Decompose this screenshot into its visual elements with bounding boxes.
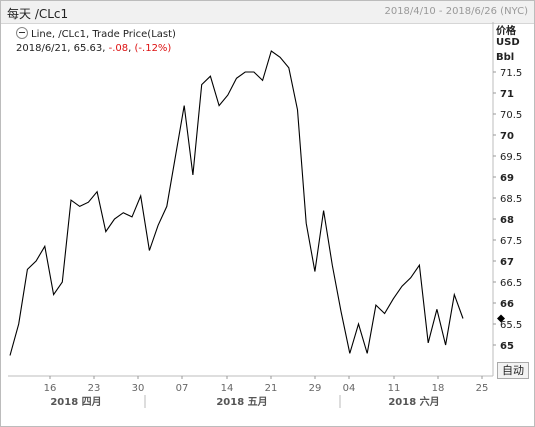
date-range: 2018/4/10 - 2018/6/26 (NYC) [384,6,528,17]
legend-series-label: Line, /CLc1, Trade Price(Last) [31,29,176,40]
y-tick-label: 67 [500,257,514,268]
unit-price: 价格 [496,26,516,37]
y-tick-label: 68 [500,215,514,226]
x-tick-label: 29 [309,383,322,394]
y-tick-label: 68.5 [500,194,522,205]
x-tick-label: 16 [44,383,57,394]
month-label: 2018 四月 [50,396,101,408]
unit-currency: USD [496,37,520,48]
y-tick-label: 71.5 [500,68,522,79]
chart-title: 每天 /CLc1 [7,7,69,21]
y-tick-label: 67.5 [500,236,522,247]
last-value-marker [497,314,505,323]
legend-values: 2018/6/21, 65.63, -.08, (-.12%) [16,43,172,54]
legend-change: -.08 [108,43,129,54]
y-tick-label: 65 [500,341,514,352]
x-tick-label: 30 [132,383,145,394]
x-tick-label: 04 [343,383,356,394]
y-tick-label: 70 [500,131,514,142]
unit-barrel: Bbl [496,52,515,63]
y-tick-label: 66.5 [500,278,522,289]
x-tick-label: 23 [88,383,101,394]
auto-scale-button[interactable]: 自动 [497,362,529,379]
month-label: 2018 六月 [388,395,439,408]
x-tick-label: 07 [176,383,189,394]
x-tick-label: 18 [432,383,445,394]
x-tick-label: 21 [265,383,278,394]
y-tick-label: 66 [500,299,514,310]
y-tick-label: 69.5 [500,152,522,163]
month-label: 2018 五月 [216,396,267,408]
legend: Line, /CLc1, Trade Price(Last) 2018/6/21… [16,27,176,56]
y-tick-label: 71 [500,89,514,100]
legend-change-pct: (-.12%) [134,43,172,54]
price-line [9,50,464,356]
y-tick-label: 69 [500,173,514,184]
x-tick-label: 11 [388,383,401,394]
legend-value: 65.63 [73,43,103,54]
x-tick-label: 14 [221,383,234,394]
x-tick-label: 25 [476,383,489,394]
legend-date: 2018/6/21 [16,43,68,54]
y-tick-label: 65.5 [500,320,522,331]
line-series-icon [16,27,28,39]
legend-series[interactable]: Line, /CLc1, Trade Price(Last) [16,27,176,42]
chart-header: 每天 /CLc1 2018/4/10 - 2018/6/26 (NYC) [1,1,534,24]
y-tick-label: 70.5 [500,110,522,121]
